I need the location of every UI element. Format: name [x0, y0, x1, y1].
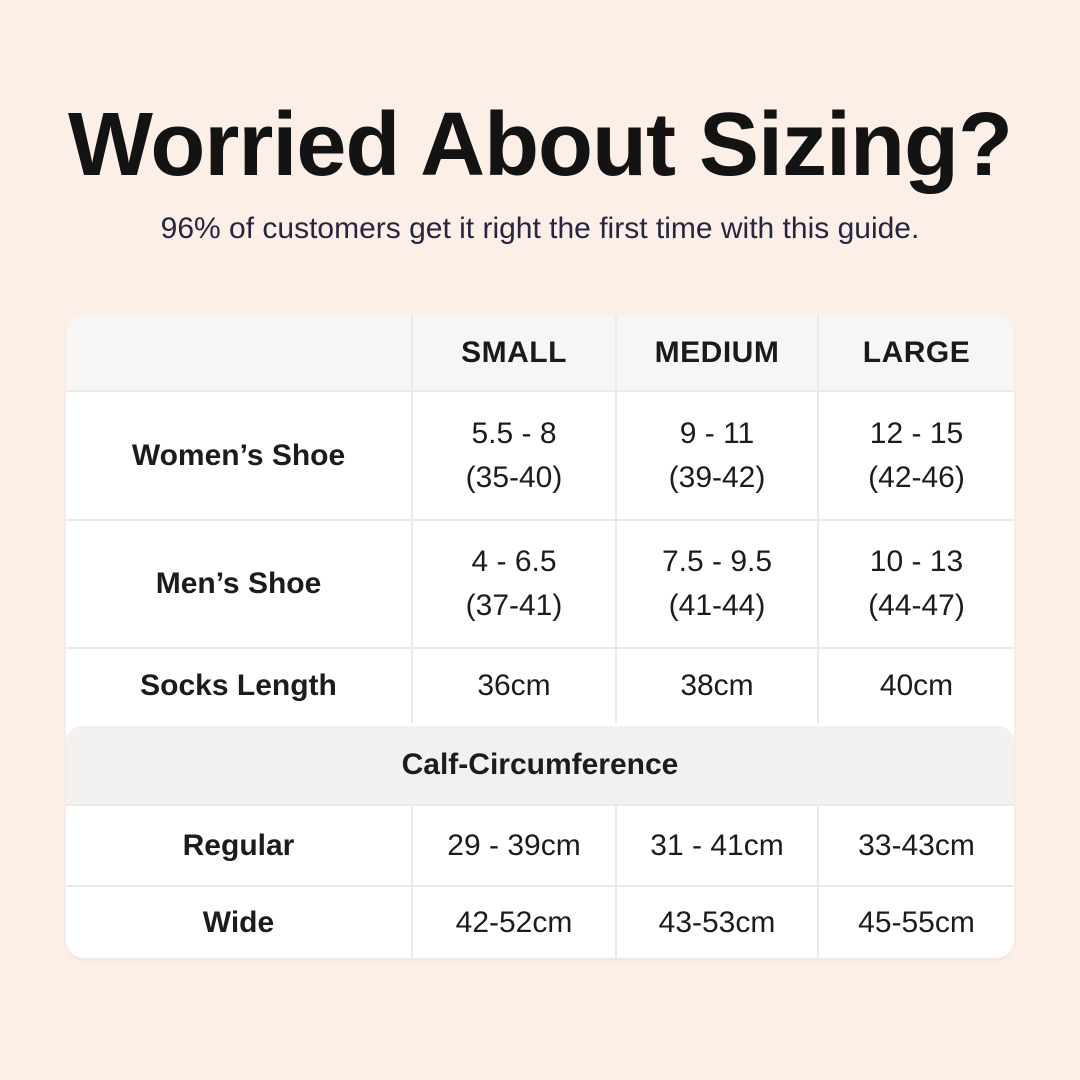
table-header-row: SMALL MEDIUM LARGE: [66, 315, 1014, 390]
value-line: 4 - 6.5: [471, 545, 557, 578]
page-subtitle: 96% of customers get it right the first …: [160, 212, 920, 245]
value-line: 7.5 - 9.5: [661, 545, 773, 578]
cell-mens-small: 4 - 6.5 (37-41): [411, 521, 615, 647]
cell-wide-medium: 43-53cm: [615, 887, 817, 958]
value-line: (42-46): [868, 460, 965, 494]
cell-wide-large: 45-55cm: [817, 887, 1014, 958]
value-line: (44-47): [868, 589, 965, 622]
row-label-mens-shoe: Men’s Shoe: [155, 567, 322, 600]
header: Worried About Sizing? 96% of customers g…: [0, 0, 1080, 246]
table-row-regular: Regular 29 - 39cm 31 - 41cm 33-43cm: [66, 804, 1014, 885]
column-header-large: LARGE: [817, 315, 1014, 390]
cell-regular-medium: 31 - 41cm: [615, 806, 817, 885]
table-row-mens-shoe: Men’s Shoe 4 - 6.5 (37-41) 7.5 - 9.5 (41…: [66, 519, 1014, 647]
cell-regular-large: 33-43cm: [817, 806, 1014, 885]
value-line: 10 - 13: [869, 545, 964, 578]
row-label-socks-length: Socks Length: [140, 669, 337, 702]
section-header-calf-circumference: Calf-Circumference: [66, 726, 1014, 804]
value-line: 5.5 - 8: [471, 416, 557, 450]
row-label-regular: Regular: [182, 828, 295, 862]
section-header-label: Calf-Circumference: [401, 748, 679, 781]
cell-mens-large: 10 - 13 (44-47): [817, 521, 1014, 647]
cell-socks-small: 36cm: [411, 649, 615, 723]
cell-wide-small: 42-52cm: [411, 887, 615, 958]
table-row-wide: Wide 42-52cm 43-53cm 45-55cm: [66, 885, 1014, 958]
value-line: 12 - 15: [869, 416, 964, 450]
row-label-wide: Wide: [202, 905, 275, 939]
value-line: (39-42): [668, 460, 766, 494]
cell-womens-medium: 9 - 11 (39-42): [615, 392, 817, 519]
cell-socks-medium: 38cm: [615, 649, 817, 723]
corner-cell: [66, 315, 411, 390]
value-line: 9 - 11: [679, 416, 755, 450]
value-line: (41-44): [668, 589, 766, 622]
size-table: SMALL MEDIUM LARGE Women’s Shoe 5.5 - 8 …: [66, 315, 1014, 958]
value-line: (35-40): [465, 460, 563, 494]
cell-socks-large: 40cm: [817, 649, 1014, 723]
cell-regular-small: 29 - 39cm: [411, 806, 615, 885]
cell-mens-medium: 7.5 - 9.5 (41-44): [615, 521, 817, 647]
cell-womens-small: 5.5 - 8 (35-40): [411, 392, 615, 519]
row-label-womens-shoe: Women’s Shoe: [131, 438, 346, 472]
table-row-womens-shoe: Women’s Shoe 5.5 - 8 (35-40) 9 - 11 (39-…: [66, 390, 1014, 519]
page-title: Worried About Sizing?: [68, 95, 1013, 195]
cell-womens-large: 12 - 15 (42-46): [817, 392, 1014, 519]
value-line: (37-41): [465, 589, 563, 622]
column-header-medium: MEDIUM: [615, 315, 817, 390]
table-row-socks-length: Socks Length 36cm 38cm 40cm: [66, 647, 1014, 723]
column-header-small: SMALL: [411, 315, 615, 390]
